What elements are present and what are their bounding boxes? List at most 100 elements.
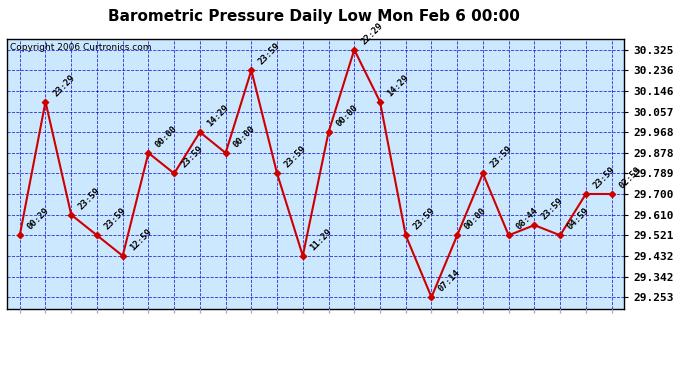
Text: 00: 00	[117, 365, 129, 375]
Text: 01: 01	[271, 331, 284, 340]
Point	[246, 67, 257, 73]
Text: 01: 01	[374, 331, 386, 340]
Text: 22: 22	[245, 354, 257, 364]
Text: 24: 24	[297, 354, 309, 364]
Text: 00: 00	[65, 365, 77, 375]
Point	[477, 171, 489, 177]
Text: 02: 02	[580, 331, 592, 340]
Text: 00: 00	[219, 365, 232, 375]
Point	[426, 294, 437, 300]
Point	[168, 171, 179, 177]
Text: 01: 01	[451, 331, 464, 340]
Text: 01: 01	[400, 331, 412, 340]
Text: 29: 29	[425, 354, 437, 364]
Text: 01: 01	[348, 331, 360, 340]
Point	[143, 150, 154, 156]
Text: 05: 05	[605, 354, 618, 364]
Text: 28: 28	[400, 354, 412, 364]
Text: 00: 00	[451, 365, 464, 375]
Text: 23: 23	[271, 354, 284, 364]
Text: 01: 01	[168, 331, 180, 340]
Text: 22:29: 22:29	[359, 21, 385, 46]
Text: 01: 01	[219, 331, 232, 340]
Text: 02: 02	[528, 354, 541, 364]
Text: 00: 00	[554, 365, 566, 375]
Text: 01: 01	[502, 354, 515, 364]
Text: 00: 00	[374, 365, 386, 375]
Text: 00:29: 00:29	[26, 206, 50, 232]
Text: 01: 01	[117, 331, 129, 340]
Text: 00: 00	[528, 365, 541, 375]
Text: 04: 04	[580, 354, 592, 364]
Text: 13: 13	[14, 354, 26, 364]
Text: 00: 00	[605, 365, 618, 375]
Text: 01: 01	[39, 331, 52, 340]
Point	[529, 222, 540, 228]
Point	[323, 129, 334, 135]
Text: 14:29: 14:29	[206, 103, 231, 129]
Text: 01: 01	[65, 331, 77, 340]
Point	[92, 232, 103, 238]
Point	[555, 232, 566, 238]
Text: 14:29: 14:29	[386, 73, 411, 98]
Text: 00: 00	[90, 365, 104, 375]
Text: 17: 17	[117, 354, 129, 364]
Point	[272, 171, 283, 177]
Text: 23:59: 23:59	[283, 144, 308, 170]
Text: 00: 00	[142, 365, 155, 375]
Text: 02:59: 02:59	[617, 165, 642, 190]
Text: 00: 00	[168, 365, 180, 375]
Text: 08:44: 08:44	[514, 206, 540, 232]
Text: 00: 00	[14, 365, 26, 375]
Text: 01: 01	[425, 331, 437, 340]
Point	[14, 232, 26, 238]
Text: 02: 02	[528, 331, 541, 340]
Text: 12:59: 12:59	[128, 227, 154, 252]
Text: 16: 16	[90, 354, 104, 364]
Text: 02: 02	[502, 331, 515, 340]
Text: Copyright 2006 Curtronics.com: Copyright 2006 Curtronics.com	[10, 44, 152, 52]
Text: 00: 00	[194, 365, 206, 375]
Point	[40, 99, 51, 105]
Text: 00: 00	[39, 365, 52, 375]
Text: 27: 27	[374, 354, 386, 364]
Point	[580, 191, 591, 197]
Text: 18: 18	[142, 354, 155, 364]
Text: Barometric Pressure Daily Low Mon Feb 6 00:00: Barometric Pressure Daily Low Mon Feb 6 …	[108, 9, 520, 24]
Point	[297, 253, 308, 259]
Text: 02: 02	[605, 331, 618, 340]
Text: 01: 01	[90, 331, 104, 340]
Text: 30: 30	[451, 354, 464, 364]
Text: 23:59: 23:59	[489, 144, 514, 170]
Text: 23:59: 23:59	[179, 144, 205, 170]
Text: 23:59: 23:59	[540, 196, 565, 222]
Text: 00:00: 00:00	[463, 206, 488, 232]
Text: 00: 00	[425, 365, 437, 375]
Text: 23:59: 23:59	[411, 206, 437, 232]
Text: 26: 26	[348, 354, 360, 364]
Text: 23:59: 23:59	[77, 186, 102, 211]
Text: 23:59: 23:59	[591, 165, 617, 190]
Point	[606, 191, 617, 197]
Text: 01: 01	[14, 331, 26, 340]
Text: 01: 01	[194, 331, 206, 340]
Text: 25: 25	[322, 354, 335, 364]
Text: 01: 01	[142, 331, 155, 340]
Text: 00: 00	[400, 365, 412, 375]
Text: 00: 00	[322, 365, 335, 375]
Text: 00: 00	[580, 365, 592, 375]
Text: 00: 00	[245, 365, 257, 375]
Point	[503, 232, 514, 238]
Text: 01: 01	[297, 331, 309, 340]
Text: 14: 14	[39, 354, 52, 364]
Text: 00:00: 00:00	[231, 124, 257, 149]
Text: 11:29: 11:29	[308, 227, 334, 252]
Text: 01: 01	[322, 331, 335, 340]
Point	[452, 232, 463, 238]
Text: 21: 21	[219, 354, 232, 364]
Text: 04:59: 04:59	[566, 206, 591, 232]
Text: 00: 00	[297, 365, 309, 375]
Text: 01: 01	[477, 331, 489, 340]
Text: 31: 31	[477, 354, 489, 364]
Point	[117, 253, 128, 259]
